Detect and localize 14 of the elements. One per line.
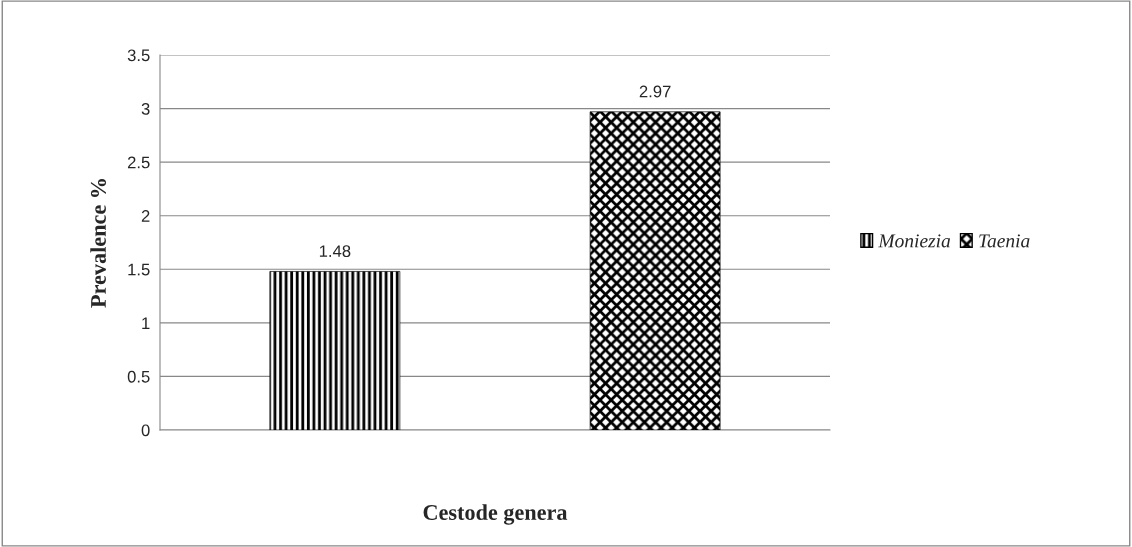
y-tick-label: 2 [141, 210, 150, 222]
legend-label: Moniezia [878, 234, 951, 248]
data-label: 1.48 [319, 245, 351, 258]
y-tick-label: 1 [142, 317, 150, 329]
x-axis-title: Cestode genera [423, 504, 568, 525]
legend-label: Taenia [979, 234, 1030, 248]
y-tick-label: 3.5 [127, 49, 150, 62]
data-label: 2.97 [639, 85, 671, 98]
y-tick-label: 0.5 [127, 370, 150, 383]
y-tick-label: 3 [141, 102, 150, 115]
y-tick-label: 1.5 [128, 263, 150, 276]
y-axis-title: Prevalence % [90, 179, 106, 308]
y-tick-label: 2.5 [127, 156, 150, 169]
y-tick-label: 0 [141, 424, 150, 437]
